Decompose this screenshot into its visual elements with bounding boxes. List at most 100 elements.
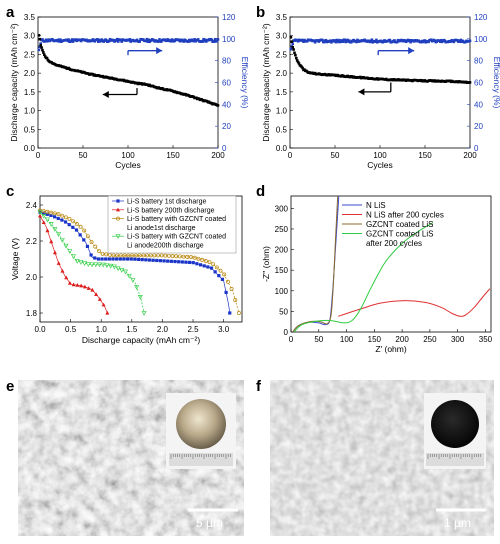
series-marker-4 bbox=[56, 232, 62, 237]
efficiency-arrow-head bbox=[408, 47, 415, 55]
capacity-point bbox=[301, 66, 304, 70]
x-tick-label: 0.5 bbox=[65, 325, 77, 334]
capacity-point bbox=[296, 60, 300, 64]
capacity-point bbox=[291, 45, 294, 49]
efficiency-point bbox=[296, 39, 300, 43]
y-tick-label: 2.0 bbox=[276, 69, 288, 78]
x-tick-label: 50 bbox=[331, 151, 340, 160]
x-tick-label: 200 bbox=[463, 151, 477, 160]
efficiency-point bbox=[119, 38, 123, 42]
y-tick-label: 100 bbox=[275, 287, 289, 296]
efficiency-point bbox=[346, 38, 349, 42]
panel-label-f: f bbox=[256, 378, 262, 395]
series-marker-0 bbox=[144, 258, 148, 262]
legend-entry: N LiS after 200 cycles bbox=[366, 211, 444, 220]
y2-tick-label: 100 bbox=[222, 35, 236, 44]
series-marker-0 bbox=[78, 233, 82, 237]
panel-label-d: d bbox=[256, 183, 265, 200]
legend-entry: Li anode1st discharge bbox=[127, 225, 196, 232]
capacity-point bbox=[41, 48, 44, 52]
series-marker-2 bbox=[200, 257, 205, 262]
y2-tick-label: 0 bbox=[222, 144, 227, 153]
efficiency-point bbox=[128, 38, 132, 41]
efficiency-point bbox=[408, 38, 411, 42]
series-marker-2 bbox=[100, 251, 105, 256]
series-marker-4 bbox=[82, 261, 88, 266]
series-marker-2 bbox=[119, 253, 123, 258]
capacity-point bbox=[43, 53, 46, 56]
efficiency-point bbox=[97, 40, 100, 43]
efficiency-point bbox=[157, 40, 160, 43]
series-marker-1 bbox=[49, 239, 54, 244]
y-tick-label: 1.5 bbox=[24, 88, 36, 97]
x-tick-label: 150 bbox=[418, 151, 432, 160]
coated-coin-photo bbox=[176, 399, 226, 449]
efficiency-point bbox=[215, 39, 219, 43]
x-tick-label: 50 bbox=[314, 335, 323, 344]
series-marker-0 bbox=[195, 262, 199, 266]
series-line-2 bbox=[292, 196, 339, 332]
legend-entry: Li-S battery 1st discharge bbox=[127, 199, 206, 206]
series-marker-1 bbox=[38, 213, 42, 218]
efficiency-point bbox=[43, 39, 47, 43]
panel-d-chart: 0 50 100 150 200 250 300 350 0 50 100 150 200 250 300 Z… bbox=[261, 195, 493, 354]
y-tick-label: 3.0 bbox=[24, 32, 36, 41]
series-marker-2 bbox=[126, 253, 131, 258]
series-marker-2 bbox=[152, 253, 157, 258]
efficiency-point bbox=[202, 37, 205, 41]
series-marker-2 bbox=[93, 244, 98, 249]
series-marker-0 bbox=[147, 258, 152, 262]
efficiency-point bbox=[330, 41, 333, 44]
series-marker-2 bbox=[45, 209, 50, 214]
series-marker-2 bbox=[78, 224, 83, 229]
efficiency-point bbox=[93, 40, 96, 43]
series-marker-1 bbox=[67, 281, 72, 285]
series-marker-4 bbox=[48, 222, 54, 227]
y2-tick-label: 20 bbox=[474, 122, 483, 131]
series-marker-2 bbox=[74, 222, 79, 226]
efficiency-point bbox=[329, 39, 332, 42]
efficiency-point bbox=[116, 40, 120, 43]
panel-e-sem-image: 5 µm bbox=[18, 380, 244, 536]
efficiency-point bbox=[71, 40, 75, 43]
series-marker-2 bbox=[148, 253, 153, 258]
efficiency-point bbox=[196, 38, 200, 41]
efficiency-point bbox=[427, 40, 430, 44]
efficiency-point bbox=[423, 39, 427, 42]
series-marker-0 bbox=[111, 257, 115, 261]
y-tick-label: 2.5 bbox=[24, 50, 36, 59]
efficiency-point bbox=[214, 37, 217, 41]
panel-label-b: b bbox=[256, 4, 265, 21]
efficiency-point bbox=[67, 38, 70, 41]
efficiency-point bbox=[210, 38, 213, 42]
series-marker-4 bbox=[44, 217, 50, 223]
y-tick-label: 0.0 bbox=[276, 144, 288, 153]
series-marker-1 bbox=[45, 228, 50, 233]
series-marker-1 bbox=[90, 287, 95, 292]
efficiency-point bbox=[145, 37, 149, 41]
efficiency-point bbox=[182, 40, 186, 43]
x-tick-label: 2.0 bbox=[157, 325, 169, 334]
y2-tick-label: 80 bbox=[222, 57, 231, 66]
series-marker-4 bbox=[104, 263, 110, 269]
efficiency-point bbox=[70, 38, 74, 41]
plot-frame bbox=[290, 195, 492, 333]
y-tick-label: 300 bbox=[275, 204, 289, 213]
legend-entry: Li anode200th discharge bbox=[127, 243, 204, 250]
legend-entry: GZCNT coated LiS bbox=[366, 220, 433, 229]
series-marker-1 bbox=[71, 282, 76, 287]
y-tick-label: 1.5 bbox=[276, 88, 288, 97]
series-marker-1 bbox=[60, 268, 65, 273]
y-tick-label: 1.0 bbox=[276, 107, 288, 116]
series-marker-0 bbox=[220, 277, 225, 281]
efficiency-point bbox=[321, 38, 324, 42]
series-marker-1 bbox=[105, 310, 110, 315]
series-marker-0 bbox=[217, 274, 221, 278]
series-marker-0 bbox=[100, 257, 104, 261]
series-marker-0 bbox=[188, 260, 192, 264]
series-marker-2 bbox=[104, 252, 109, 257]
series-marker-0 bbox=[136, 257, 141, 261]
series-marker-2 bbox=[115, 253, 120, 258]
efficiency-point bbox=[439, 40, 442, 44]
series-line-4 bbox=[39, 211, 145, 314]
